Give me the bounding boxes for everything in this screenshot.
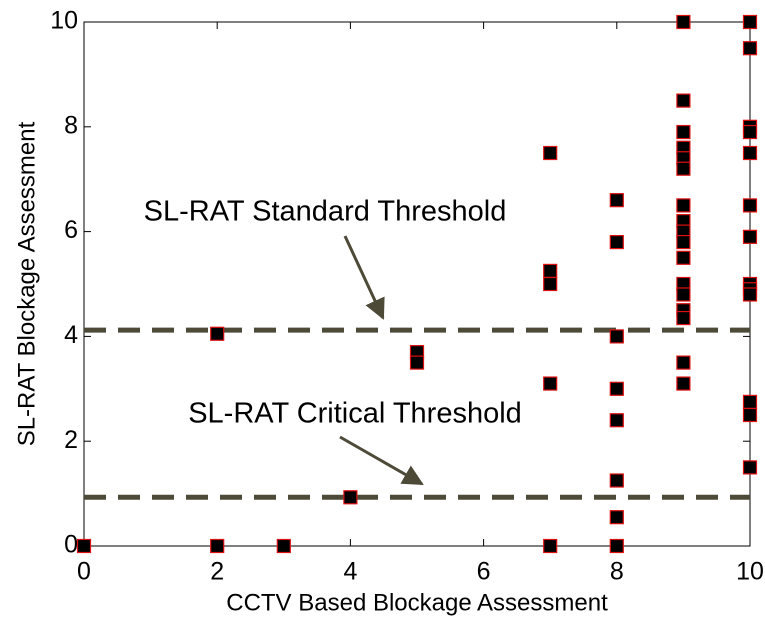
point — [543, 538, 558, 554]
x-tick-label: 4 — [343, 558, 357, 586]
point — [409, 355, 425, 370]
point — [742, 124, 758, 140]
point — [676, 198, 691, 213]
plot-frame — [83, 21, 751, 547]
point — [742, 198, 758, 213]
y-tick-label: 4 — [64, 321, 78, 349]
point — [609, 510, 624, 525]
x-tick-label: 2 — [210, 558, 224, 586]
point — [676, 14, 691, 30]
point — [742, 407, 758, 423]
y-tick-label: 0 — [64, 531, 78, 559]
point — [676, 355, 691, 370]
annotation-arrow — [343, 235, 385, 320]
point — [543, 376, 558, 391]
point — [742, 287, 758, 302]
point — [543, 276, 558, 292]
point — [609, 538, 624, 554]
x-tick-label: 8 — [610, 558, 624, 586]
point — [742, 460, 758, 475]
point — [676, 234, 691, 250]
point — [543, 263, 558, 278]
point — [676, 376, 691, 391]
x-tick-label: 6 — [477, 558, 491, 586]
y-tick-label: 2 — [64, 426, 78, 454]
point — [676, 161, 691, 176]
annotation: SL-RAT Standard Threshold — [144, 196, 507, 228]
point — [609, 413, 624, 428]
point — [76, 538, 92, 554]
point — [676, 310, 691, 326]
point — [742, 145, 758, 161]
point — [676, 250, 691, 265]
annotation-arrow — [339, 435, 424, 486]
point — [676, 287, 691, 302]
point — [343, 490, 358, 505]
point — [742, 14, 758, 30]
point — [609, 329, 624, 344]
point — [210, 538, 225, 554]
point — [676, 124, 691, 140]
y-tick-label: 10 — [50, 7, 78, 35]
y-tick-label: 8 — [64, 111, 78, 139]
annotation: SL-RAT Critical Threshold — [188, 398, 522, 430]
point — [676, 93, 691, 108]
point — [742, 41, 758, 56]
x-tick-label: 0 — [77, 558, 91, 586]
point — [609, 473, 624, 488]
point — [742, 229, 758, 244]
y-tick-label: 6 — [64, 216, 78, 244]
point — [276, 538, 291, 554]
point — [609, 234, 624, 250]
x-axis-label: CCTV Based Blockage Assessment — [226, 589, 608, 616]
point — [742, 394, 758, 409]
x-tick-label: 10 — [736, 558, 764, 586]
point — [609, 193, 624, 208]
point — [210, 326, 225, 341]
point — [543, 145, 558, 161]
y-axis-label: SL-RAT Blockage Assessment — [13, 121, 40, 446]
point — [609, 381, 624, 396]
